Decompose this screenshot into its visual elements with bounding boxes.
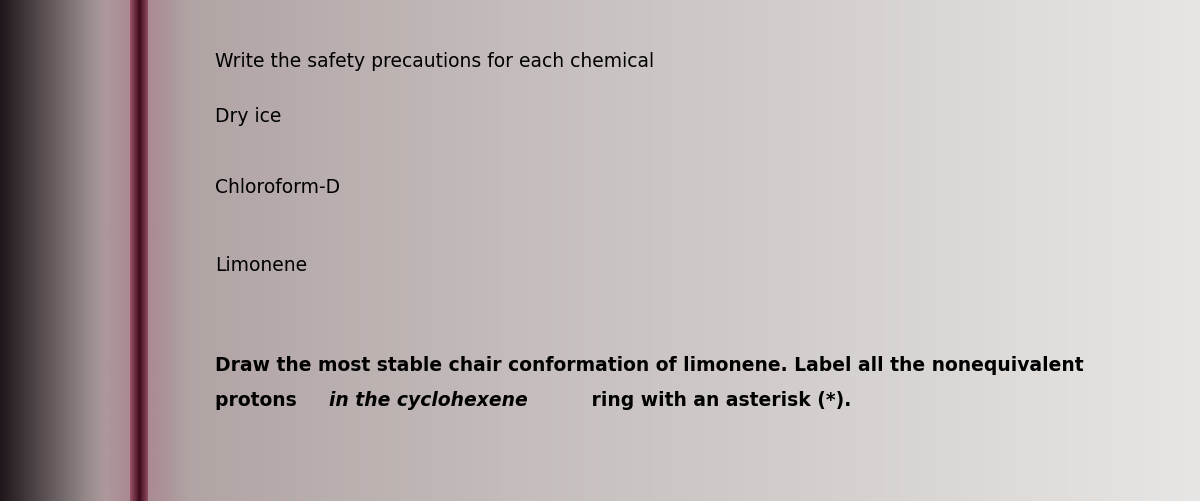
Text: protons: protons [215,390,304,409]
Text: Write the safety precautions for each chemical: Write the safety precautions for each ch… [215,52,654,71]
Text: ring with an asterisk (*).: ring with an asterisk (*). [586,390,852,409]
Text: Limonene: Limonene [215,255,307,274]
Text: Chloroform-D: Chloroform-D [215,178,340,197]
Text: Draw the most stable chair conformation of limonene. Label all the nonequivalent: Draw the most stable chair conformation … [215,355,1084,374]
Text: in the cyclohexene: in the cyclohexene [329,390,528,409]
Text: Dry ice: Dry ice [215,107,281,126]
